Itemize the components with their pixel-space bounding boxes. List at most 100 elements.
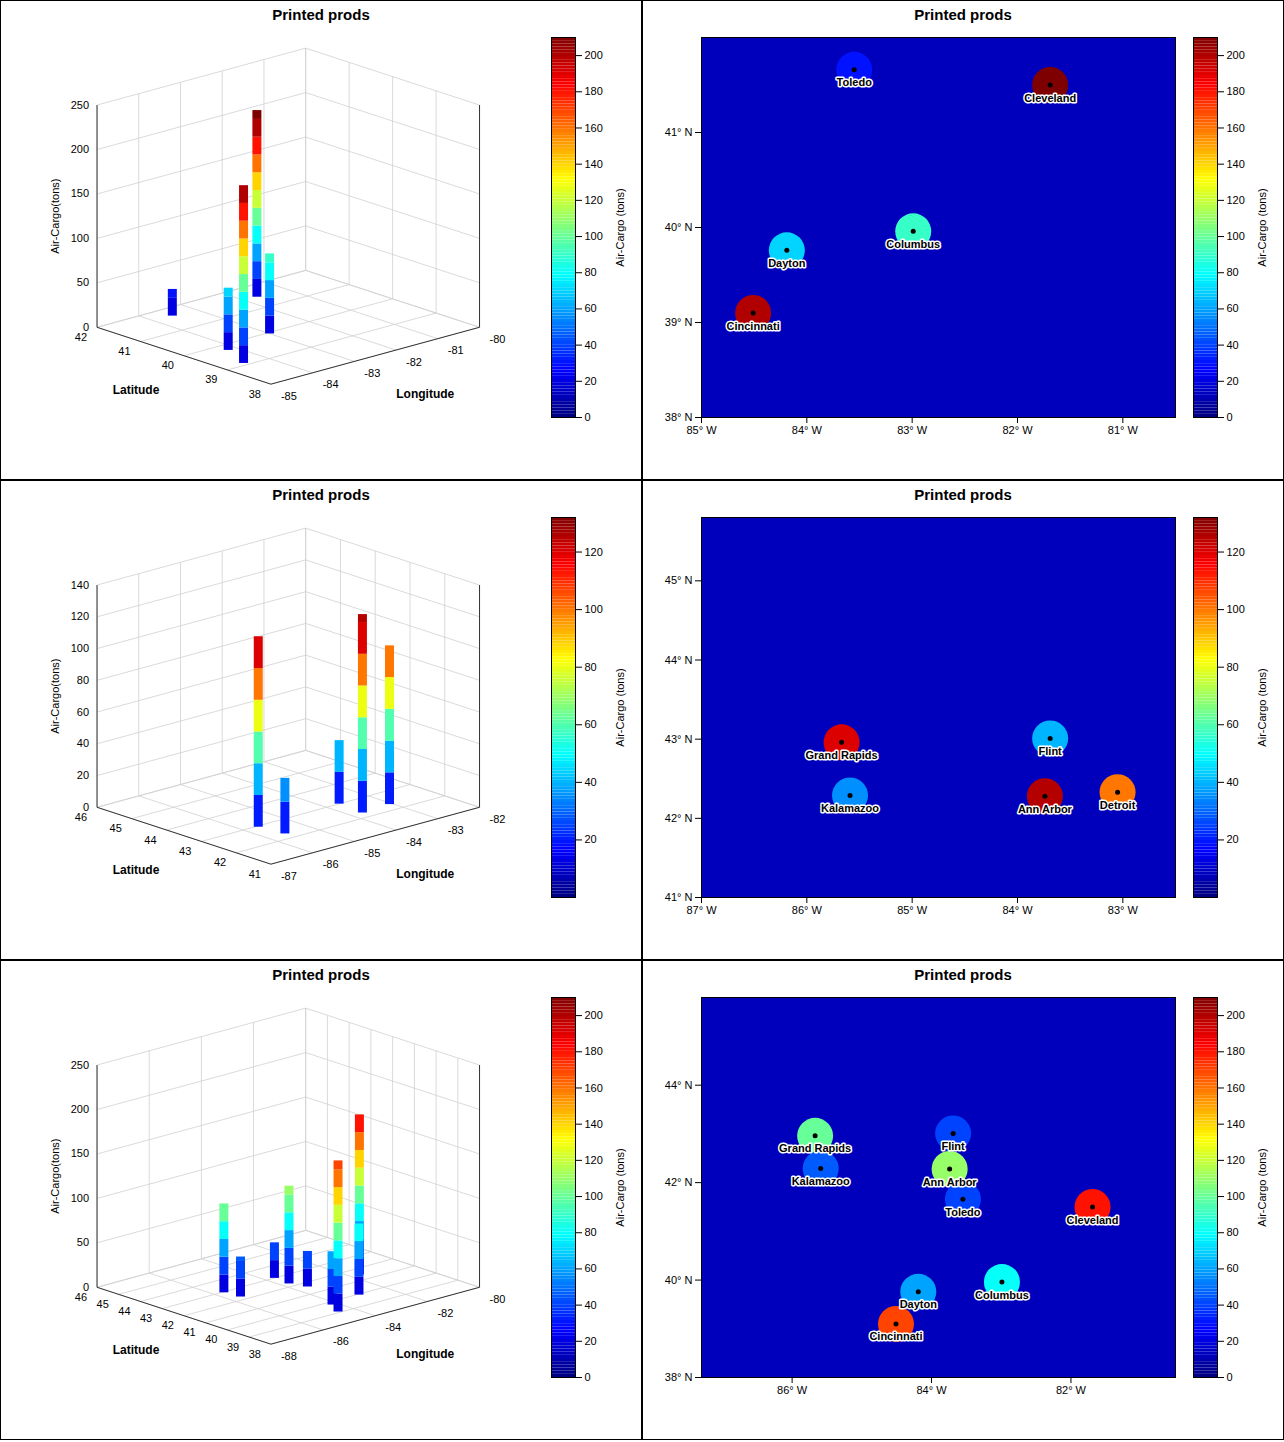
svg-text:39° N: 39° N: [665, 316, 693, 328]
svg-text:Longitude: Longitude: [396, 867, 454, 881]
svg-text:120: 120: [71, 610, 89, 622]
svg-text:84° W: 84° W: [1002, 904, 1033, 916]
svg-text:200: 200: [585, 1009, 603, 1021]
svg-text:40: 40: [585, 1299, 597, 1311]
svg-text:0: 0: [1227, 411, 1233, 423]
svg-text:140: 140: [585, 158, 603, 170]
svg-text:Air-Cargo (tons): Air-Cargo (tons): [1256, 188, 1268, 266]
svg-text:86° W: 86° W: [792, 904, 823, 916]
svg-text:-80: -80: [490, 1293, 506, 1305]
svg-text:-84: -84: [323, 378, 339, 390]
svg-text:180: 180: [585, 1045, 603, 1057]
svg-text:80: 80: [585, 1226, 597, 1238]
svg-text:Ann Arbor: Ann Arbor: [1018, 803, 1073, 815]
svg-text:84° W: 84° W: [792, 424, 823, 436]
svg-text:Kalamazoo: Kalamazoo: [821, 802, 879, 814]
svg-text:60: 60: [585, 302, 597, 314]
svg-text:38° N: 38° N: [665, 1371, 693, 1383]
svg-text:40° N: 40° N: [665, 221, 693, 233]
svg-text:43° N: 43° N: [665, 733, 693, 745]
svg-text:-85: -85: [281, 390, 297, 402]
svg-text:-82: -82: [437, 1307, 453, 1319]
svg-text:Toledo: Toledo: [837, 76, 873, 88]
svg-text:160: 160: [585, 121, 603, 133]
svg-text:100: 100: [71, 642, 89, 654]
svg-text:100: 100: [1227, 1190, 1245, 1202]
svg-text:45: 45: [110, 822, 122, 834]
svg-text:39: 39: [227, 1341, 239, 1353]
svg-text:Cleveland: Cleveland: [1067, 1214, 1119, 1226]
svg-text:40: 40: [1227, 1299, 1239, 1311]
svg-text:-80: -80: [490, 333, 506, 345]
svg-text:85° W: 85° W: [686, 424, 717, 436]
svg-text:Flint: Flint: [1039, 745, 1063, 757]
svg-text:80: 80: [585, 661, 597, 673]
svg-text:-86: -86: [333, 1335, 349, 1347]
svg-text:160: 160: [1227, 1081, 1245, 1093]
svg-text:Cleveland: Cleveland: [1024, 92, 1076, 104]
svg-text:60: 60: [1227, 302, 1239, 314]
svg-text:20: 20: [585, 833, 597, 845]
svg-text:86° W: 86° W: [777, 1384, 808, 1396]
svg-text:20: 20: [585, 1335, 597, 1347]
svg-text:20: 20: [1227, 833, 1239, 845]
svg-text:20: 20: [585, 375, 597, 387]
svg-text:60: 60: [585, 1262, 597, 1274]
svg-text:160: 160: [1227, 121, 1245, 133]
svg-text:Longitude: Longitude: [396, 1347, 454, 1361]
svg-text:Longitude: Longitude: [396, 387, 454, 401]
svg-text:41: 41: [249, 868, 261, 880]
svg-text:45: 45: [97, 1298, 109, 1310]
svg-text:Air-Cargo (tons): Air-Cargo (tons): [614, 188, 626, 266]
svg-text:250: 250: [71, 1059, 89, 1071]
svg-text:120: 120: [585, 546, 603, 558]
svg-text:100: 100: [585, 230, 603, 242]
svg-text:150: 150: [71, 187, 89, 199]
svg-text:41: 41: [118, 345, 130, 357]
svg-text:Cincinnati: Cincinnati: [727, 320, 780, 332]
svg-text:85° W: 85° W: [897, 904, 928, 916]
svg-text:Dayton: Dayton: [900, 1298, 938, 1310]
svg-text:0: 0: [585, 1371, 591, 1383]
svg-text:Dayton: Dayton: [768, 257, 806, 269]
svg-text:42° N: 42° N: [665, 812, 693, 824]
svg-text:42° N: 42° N: [665, 1176, 693, 1188]
svg-text:-86: -86: [323, 858, 339, 870]
svg-text:200: 200: [71, 143, 89, 155]
svg-text:40: 40: [585, 339, 597, 351]
svg-text:250: 250: [71, 99, 89, 111]
svg-text:100: 100: [585, 1190, 603, 1202]
svg-text:50: 50: [77, 276, 89, 288]
svg-text:80: 80: [1227, 1226, 1239, 1238]
svg-text:44: 44: [118, 1305, 130, 1317]
svg-text:41° N: 41° N: [665, 126, 693, 138]
svg-text:42: 42: [162, 1319, 174, 1331]
svg-text:60: 60: [77, 706, 89, 718]
svg-text:60: 60: [585, 718, 597, 730]
svg-text:Latitude: Latitude: [113, 863, 160, 877]
svg-text:100: 100: [71, 232, 89, 244]
svg-text:80: 80: [77, 674, 89, 686]
svg-text:40: 40: [162, 359, 174, 371]
svg-text:40: 40: [77, 737, 89, 749]
svg-text:Kalamazoo: Kalamazoo: [792, 1175, 850, 1187]
svg-text:84° W: 84° W: [916, 1384, 947, 1396]
svg-text:87° W: 87° W: [686, 904, 717, 916]
svg-text:38: 38: [249, 388, 261, 400]
svg-text:120: 120: [585, 1154, 603, 1166]
svg-text:140: 140: [1227, 158, 1245, 170]
svg-text:20: 20: [1227, 1335, 1239, 1347]
svg-text:44° N: 44° N: [665, 1079, 693, 1091]
svg-text:120: 120: [585, 194, 603, 206]
svg-text:41° N: 41° N: [665, 891, 693, 903]
svg-text:200: 200: [1227, 1009, 1245, 1021]
svg-text:20: 20: [77, 769, 89, 781]
svg-text:140: 140: [585, 1118, 603, 1130]
svg-text:Air-Cargo (tons): Air-Cargo (tons): [1256, 1148, 1268, 1226]
svg-text:80: 80: [1227, 661, 1239, 673]
svg-text:200: 200: [1227, 49, 1245, 61]
svg-text:Latitude: Latitude: [113, 383, 160, 397]
svg-text:-88: -88: [281, 1350, 297, 1362]
svg-text:Ann Arbor: Ann Arbor: [923, 1176, 978, 1188]
svg-text:160: 160: [585, 1081, 603, 1093]
